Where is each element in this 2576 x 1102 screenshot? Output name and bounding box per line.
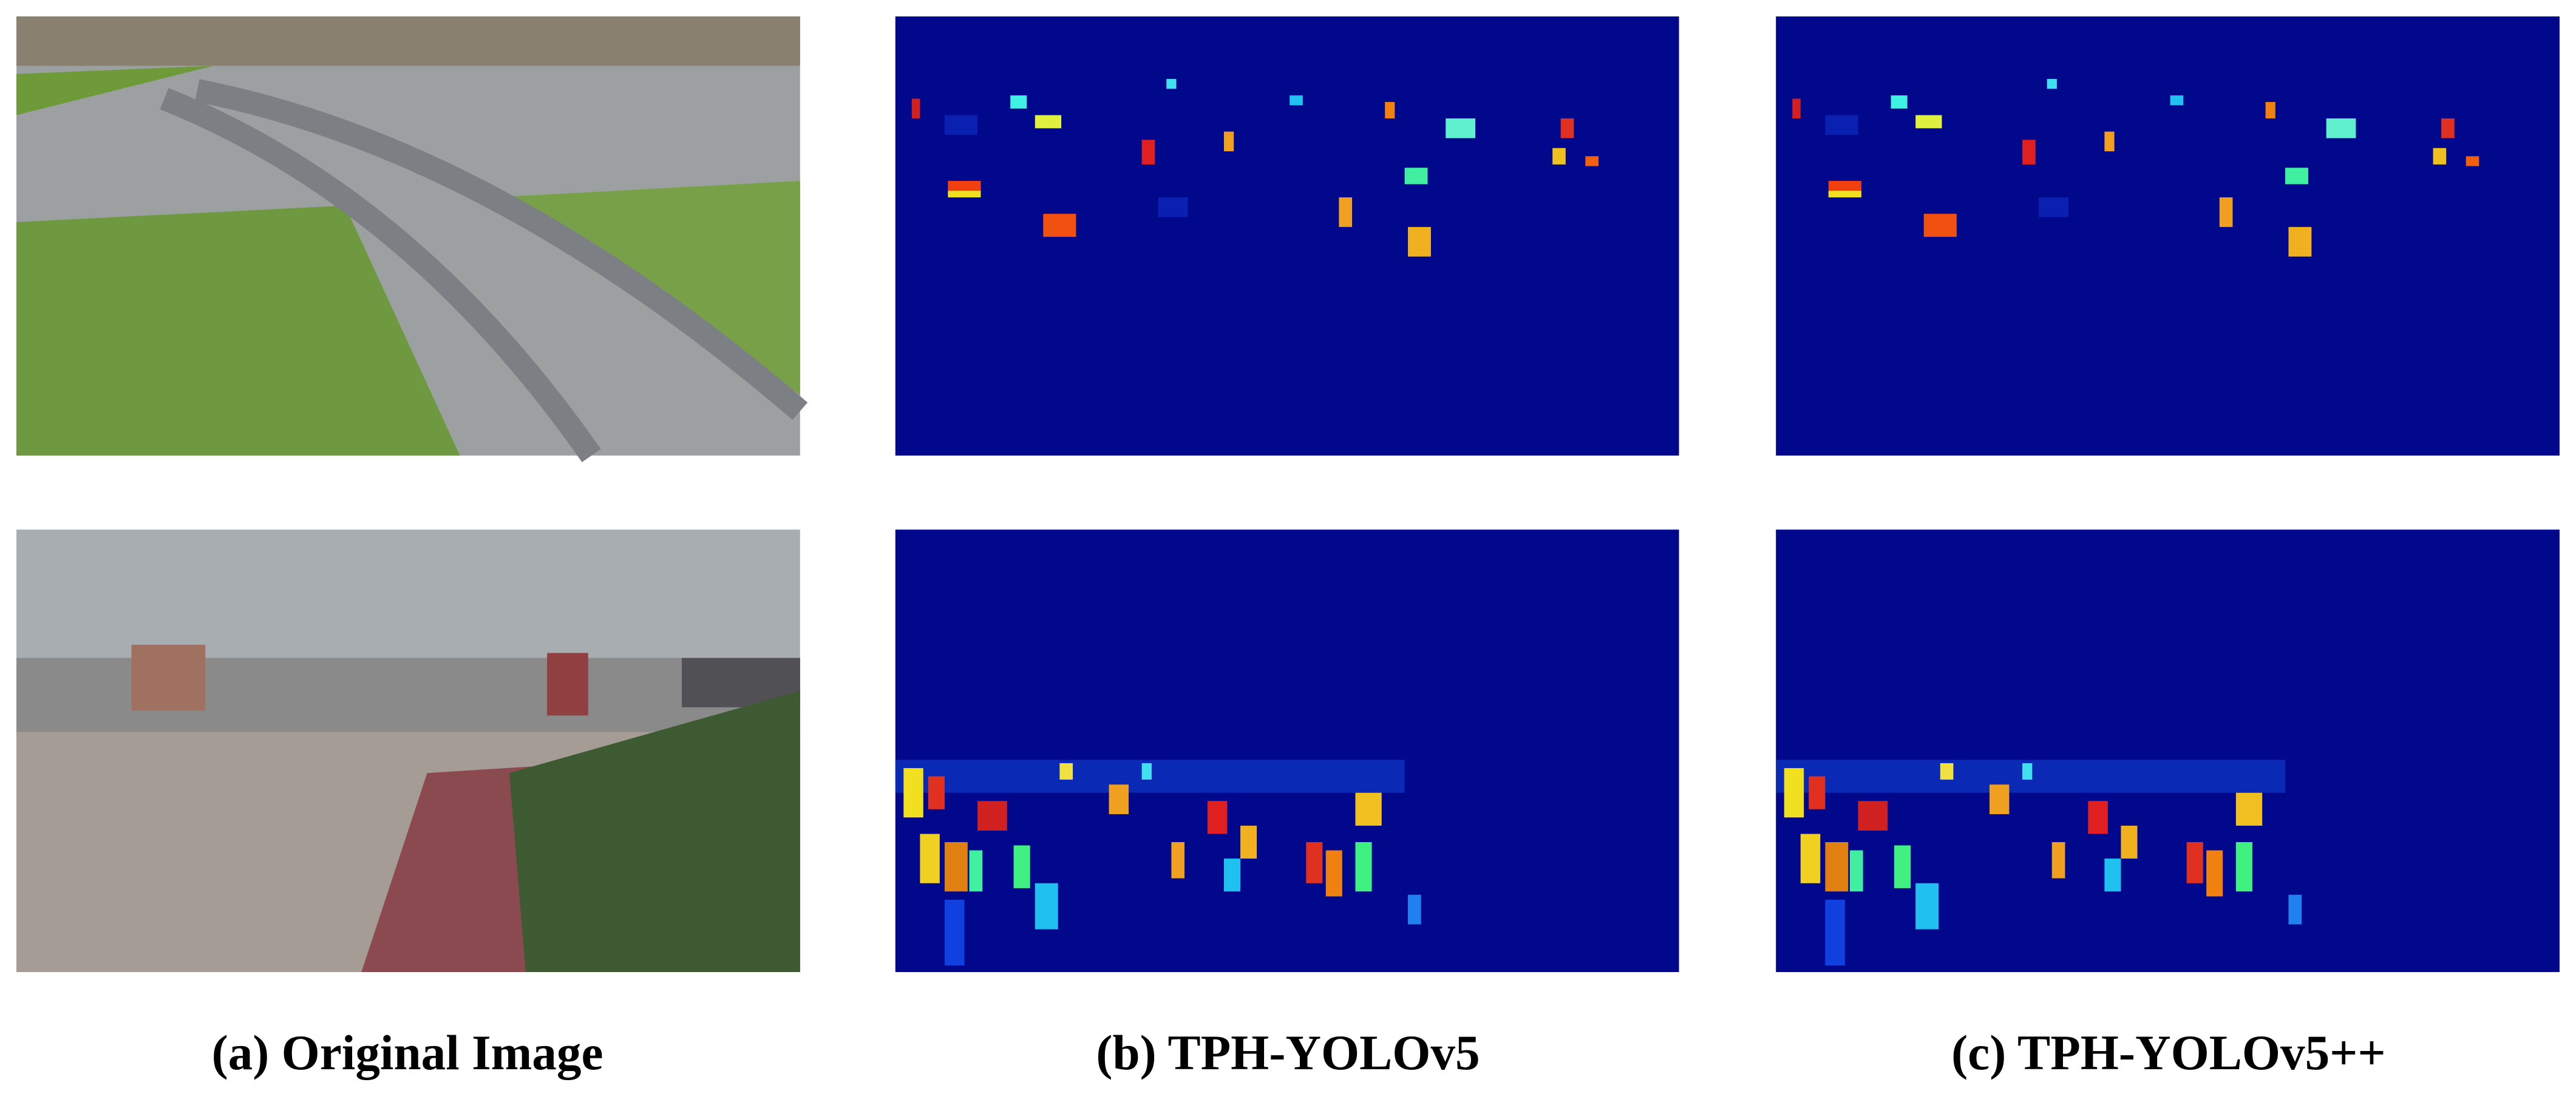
heatmap	[1776, 529, 2560, 972]
caption: (b) TPH-YOLOv5	[1096, 1025, 1480, 1080]
caption: (c) TPH-YOLOv5++	[1951, 1025, 2386, 1080]
heatmap	[1776, 16, 2560, 456]
heatmap	[895, 529, 1679, 972]
photo-square	[16, 529, 800, 972]
photo-plaza	[16, 16, 808, 463]
caption: (a) Original Image	[212, 1025, 603, 1080]
heatmap	[895, 16, 1679, 456]
